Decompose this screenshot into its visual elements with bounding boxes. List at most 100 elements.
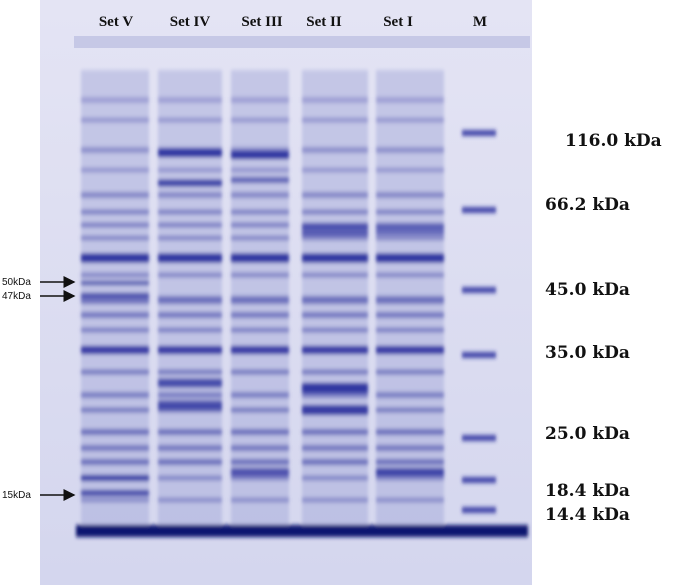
marker-band — [462, 130, 496, 136]
band — [302, 475, 368, 481]
band — [158, 497, 222, 503]
band — [302, 383, 368, 393]
band — [81, 369, 149, 375]
band — [302, 346, 368, 354]
band — [376, 392, 444, 398]
marker-band — [462, 477, 496, 483]
band — [376, 253, 444, 263]
band — [231, 475, 289, 481]
annotation-label: 50kDa — [2, 277, 31, 288]
band — [302, 296, 368, 304]
lane-label: Set I — [383, 14, 413, 30]
band — [81, 209, 149, 215]
marker-label: 116.0 kDa — [565, 131, 662, 151]
band — [158, 429, 222, 435]
band — [158, 97, 222, 103]
band — [158, 296, 222, 304]
band — [158, 378, 222, 388]
band — [81, 392, 149, 398]
band — [158, 117, 222, 123]
lane-label: Set V — [99, 14, 133, 30]
band — [81, 235, 149, 241]
band — [158, 179, 222, 187]
marker-label: 35.0 kDa — [545, 343, 630, 363]
band — [302, 253, 368, 263]
band — [376, 147, 444, 153]
band — [302, 192, 368, 198]
band — [231, 167, 289, 173]
band — [158, 209, 222, 215]
band — [302, 429, 368, 435]
band — [376, 235, 444, 241]
band — [81, 293, 149, 297]
band — [376, 167, 444, 173]
band — [376, 468, 444, 476]
band — [231, 147, 289, 153]
band — [81, 222, 149, 228]
band — [231, 459, 289, 465]
band — [302, 272, 368, 278]
band — [81, 407, 149, 413]
band — [158, 407, 222, 413]
band — [376, 312, 444, 318]
band — [158, 327, 222, 333]
band — [81, 445, 149, 451]
band — [231, 192, 289, 198]
band — [231, 369, 289, 375]
band — [302, 97, 368, 103]
marker-label: 45.0 kDa — [545, 280, 630, 300]
band — [81, 253, 149, 263]
band — [376, 429, 444, 435]
band — [231, 235, 289, 241]
band — [81, 296, 149, 304]
band — [81, 147, 149, 153]
band — [158, 167, 222, 173]
band — [81, 192, 149, 198]
band — [302, 235, 368, 241]
band — [302, 167, 368, 173]
band — [302, 392, 368, 398]
band — [158, 369, 222, 375]
band — [81, 429, 149, 435]
band — [81, 117, 149, 123]
dye-front — [76, 525, 528, 537]
marker-label: 18.4 kDa — [545, 481, 630, 501]
band — [376, 475, 444, 481]
lane-label: Set II — [306, 14, 342, 30]
band — [376, 225, 444, 235]
band — [231, 407, 289, 413]
band — [376, 117, 444, 123]
band — [376, 346, 444, 354]
band — [376, 369, 444, 375]
band — [302, 497, 368, 503]
band — [81, 327, 149, 333]
band — [376, 445, 444, 451]
band — [231, 253, 289, 263]
band — [231, 429, 289, 435]
band — [231, 151, 289, 159]
band — [158, 192, 222, 198]
marker-band — [462, 352, 496, 358]
band — [302, 327, 368, 333]
band — [302, 147, 368, 153]
annotation-label: 15kDa — [2, 490, 31, 501]
marker-band — [462, 435, 496, 441]
band — [376, 192, 444, 198]
band — [158, 346, 222, 354]
band — [231, 346, 289, 354]
band — [231, 327, 289, 333]
band — [302, 224, 368, 236]
band — [231, 209, 289, 215]
band — [158, 149, 222, 157]
band — [231, 445, 289, 451]
marker-band — [462, 507, 496, 513]
band — [81, 346, 149, 354]
band — [158, 235, 222, 241]
band — [231, 312, 289, 318]
band — [158, 312, 222, 318]
band — [231, 117, 289, 123]
band — [376, 497, 444, 503]
band — [231, 468, 289, 476]
band — [302, 312, 368, 318]
labels: Set V Set IV Set III Set II Set I M 116.0 kDa 6… — [2, 14, 662, 525]
